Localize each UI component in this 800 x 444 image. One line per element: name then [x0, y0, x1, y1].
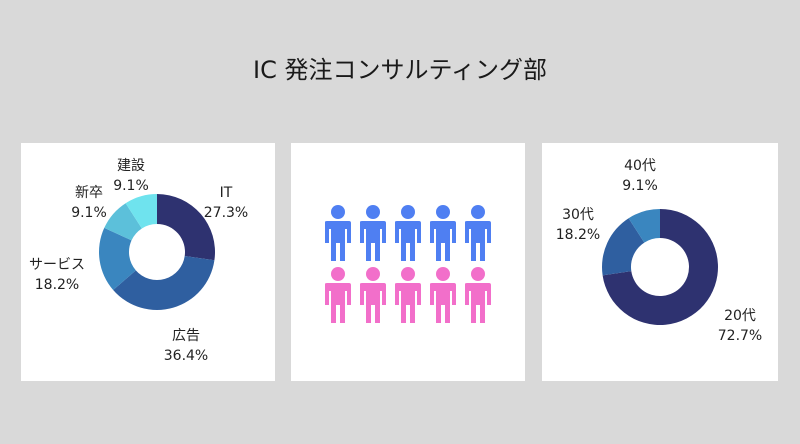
- age-donut-panel: 20代 72.7% 30代 18.2% 40代 9.1%: [542, 143, 778, 381]
- person-pink-0-icon: [325, 267, 351, 323]
- industry-slice-1: [113, 255, 215, 310]
- legend-label-40s: 40代 9.1%: [612, 156, 668, 196]
- industry-slice-0: [157, 194, 215, 261]
- legend-label-service: サービス 18.2%: [21, 255, 93, 295]
- industry-slice-2: [99, 227, 136, 290]
- age-slice-2: [628, 209, 660, 243]
- category-service: サービス: [29, 257, 85, 273]
- legend-label-30s: 30代 18.2%: [548, 205, 608, 245]
- value-40s: 9.1%: [622, 178, 658, 194]
- value-construction: 9.1%: [113, 178, 149, 194]
- person-pink-1-icon: [360, 267, 386, 323]
- category-20s: 20代: [724, 308, 756, 324]
- age-donut-chart: [602, 209, 718, 325]
- age-slice-1: [602, 218, 645, 276]
- legend-label-construction: 建設 9.1%: [103, 156, 159, 196]
- person-pink-2-icon: [395, 267, 421, 323]
- category-30s: 30代: [562, 207, 594, 223]
- value-advertising: 36.4%: [163, 348, 209, 364]
- person-blue-4-icon: [465, 205, 491, 261]
- person-pink-3-icon: [430, 267, 456, 323]
- person-pink-4-icon: [465, 267, 491, 323]
- value-service: 18.2%: [34, 277, 80, 293]
- industry-slice-4: [125, 194, 157, 229]
- category-construction: 建設: [117, 158, 145, 174]
- industry-slice-3: [104, 203, 142, 241]
- category-40s: 40代: [624, 158, 656, 174]
- category-advertising: 広告: [172, 328, 200, 344]
- legend-label-it: IT 27.3%: [196, 183, 256, 223]
- legend-label-advertising: 広告 36.4%: [151, 326, 221, 366]
- age-slice-0: [602, 209, 718, 325]
- page-title: IC 発注コンサルティング部: [252, 56, 548, 84]
- value-20s: 72.7%: [717, 328, 763, 344]
- pictogram-chart: [325, 205, 491, 323]
- person-blue-3-icon: [430, 205, 456, 261]
- gender-pictogram-panel: [291, 143, 525, 381]
- legend-label-new-graduate: 新卒 9.1%: [61, 183, 117, 223]
- legend-label-20s: 20代 72.7%: [710, 306, 770, 346]
- value-30s: 18.2%: [555, 227, 601, 243]
- value-new-graduate: 9.1%: [71, 205, 107, 221]
- person-blue-0-icon: [325, 205, 351, 261]
- category-it: IT: [219, 185, 233, 201]
- value-it: 27.3%: [203, 205, 249, 221]
- person-blue-1-icon: [360, 205, 386, 261]
- person-blue-2-icon: [395, 205, 421, 261]
- category-new-graduate: 新卒: [75, 185, 103, 201]
- industry-donut-panel: IT 27.3% 広告 36.4% サービス 18.2% 新卒 9.1% 建設 …: [21, 143, 275, 381]
- industry-donut-chart: [99, 194, 215, 310]
